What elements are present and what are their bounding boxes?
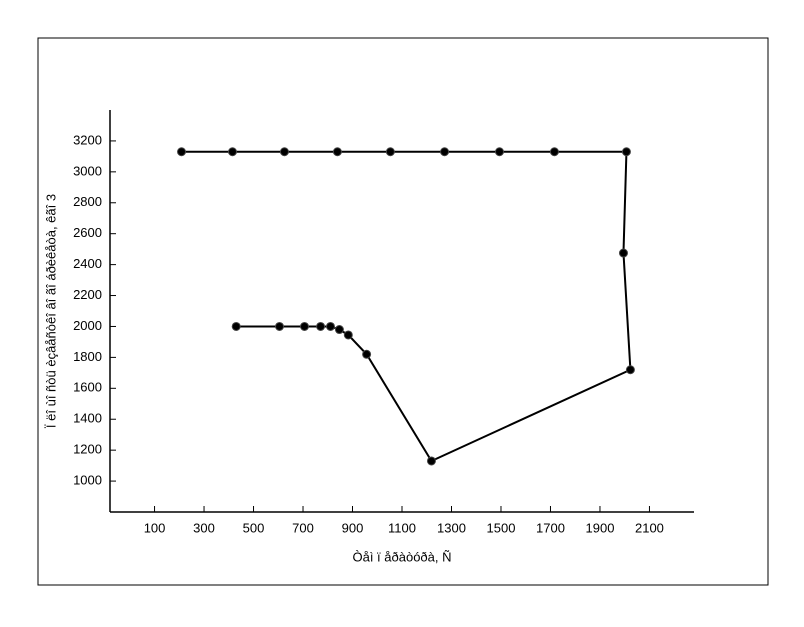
x-tick-label: 900 (342, 520, 364, 535)
y-tick-label: 3000 (73, 163, 102, 178)
y-tick-label: 1400 (73, 411, 102, 426)
data-point (231, 321, 241, 331)
data-point (325, 321, 335, 331)
y-tick-label: 1000 (73, 473, 102, 488)
data-point (177, 147, 187, 157)
data-point (275, 321, 285, 331)
data-point (343, 330, 353, 340)
y-tick-label: 3200 (73, 132, 102, 147)
data-point (549, 147, 559, 157)
data-point (334, 325, 344, 335)
x-tick-label: 2100 (635, 520, 664, 535)
y-tick-label: 2400 (73, 256, 102, 271)
data-point (362, 349, 372, 359)
frame (37, 37, 769, 586)
data-point (227, 147, 237, 157)
x-axis-label: Òåì ï åðàòóðà, Ñ (352, 549, 451, 564)
y-tick-label: 2000 (73, 318, 102, 333)
y-tick-label: 2200 (73, 287, 102, 302)
data-point (279, 147, 289, 157)
data-point (300, 321, 310, 331)
x-tick-label: 700 (292, 520, 314, 535)
x-tick-label: 1700 (536, 520, 565, 535)
data-point (625, 365, 635, 375)
data-point (426, 456, 436, 466)
y-tick-label: 1600 (73, 380, 102, 395)
data-point (618, 248, 628, 258)
y-tick-label: 2600 (73, 225, 102, 240)
y-axis-label: Ï ëî ùî ñòü èçâåñòêî âî ãî áðèêåòà, êãî … (43, 194, 58, 428)
y-tick-label: 1200 (73, 442, 102, 457)
data-point (440, 147, 450, 157)
x-tick-label: 1900 (586, 520, 615, 535)
x-tick-label: 500 (243, 520, 265, 535)
data-point (332, 147, 342, 157)
x-tick-label: 1500 (487, 520, 516, 535)
data-point (385, 147, 395, 157)
data-point (621, 147, 631, 157)
data-point (316, 321, 326, 331)
x-tick-label: 1100 (388, 520, 416, 535)
y-tick-label: 2800 (73, 194, 102, 209)
x-tick-label: 100 (144, 520, 166, 535)
x-tick-label: 1300 (437, 520, 466, 535)
x-tick-label: 300 (193, 520, 215, 535)
y-tick-label: 1800 (73, 349, 102, 364)
data-point (494, 147, 504, 157)
